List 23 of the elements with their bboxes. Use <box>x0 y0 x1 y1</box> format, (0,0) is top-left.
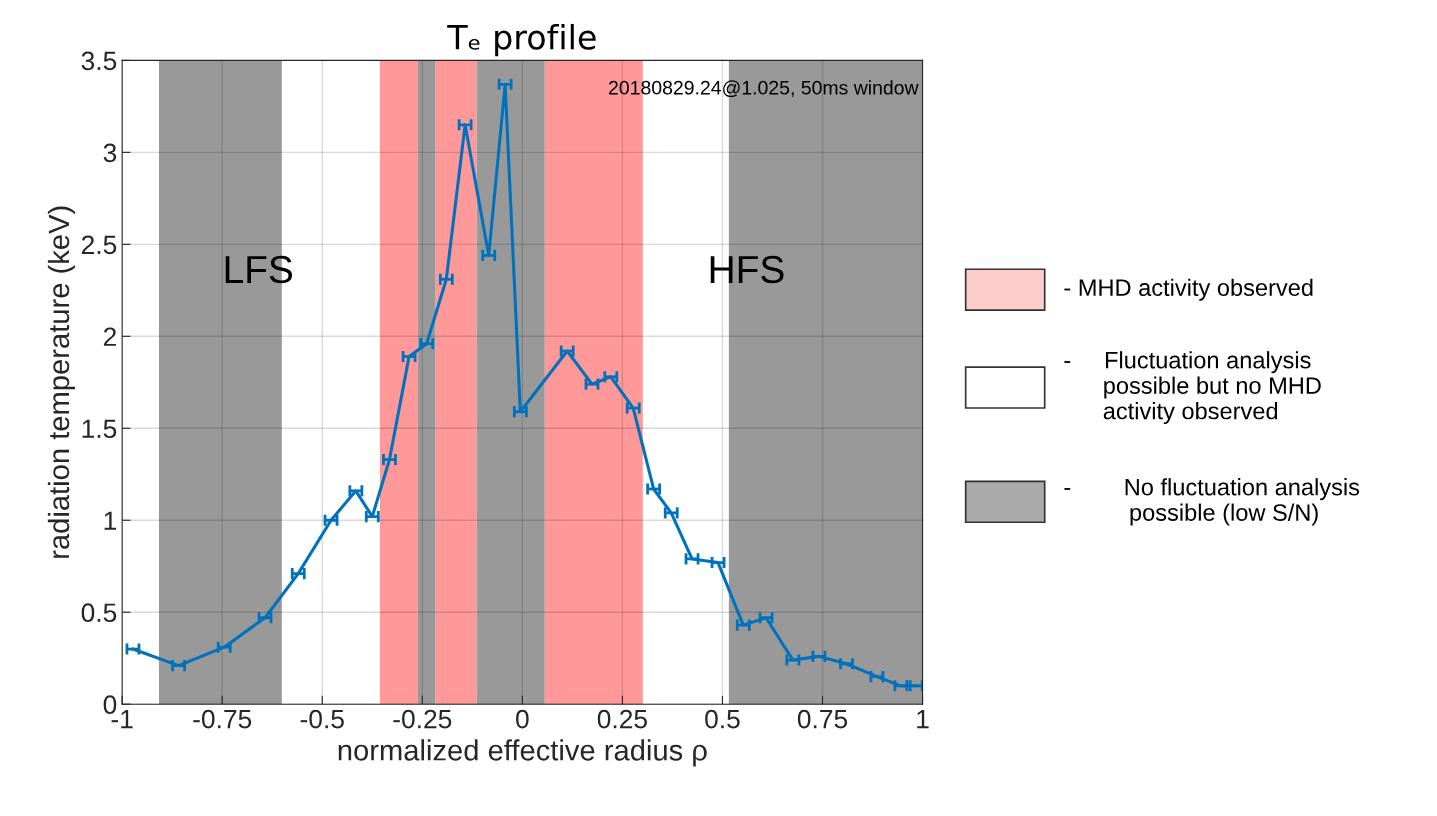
y-tick-label: 1 <box>104 511 116 530</box>
annotation: 20180829.24@1.025, 50ms window <box>609 80 919 98</box>
text: - MHD activity observed <box>1064 278 1313 301</box>
x-axis-title: normalized effective radius ρ <box>338 739 707 767</box>
y-tick-label: 1.5 <box>82 419 117 439</box>
x-tick-label: 0.75 <box>797 709 848 729</box>
x-tick-label: -0.5 <box>300 709 344 729</box>
y-tick-label: 2.5 <box>81 235 117 255</box>
line-series <box>131 82 918 688</box>
chart-title: Tₑ profile <box>447 23 596 57</box>
x-tick-label: -0.75 <box>193 709 252 729</box>
x-tick-label: 0.5 <box>705 709 740 729</box>
y-axis-title: radiation temperature (keV) <box>47 206 76 558</box>
y-tick-label: 3 <box>103 143 117 163</box>
y-tick-label: 0.5 <box>81 603 117 623</box>
x-tick-label: 1 <box>917 710 929 729</box>
text: - Fluctuation analysis possible but no MHD activity observed <box>1064 351 1321 425</box>
y-tick-label: 3.5 <box>81 51 117 71</box>
x-tick-label: -0.25 <box>393 709 452 729</box>
x-tick-label: 0.25 <box>597 709 647 729</box>
y-tick-label: 2 <box>103 327 116 346</box>
x-tick-label: 0 <box>516 709 529 729</box>
text: - No fluctuation analysis possible (low S/N) <box>1064 478 1360 526</box>
